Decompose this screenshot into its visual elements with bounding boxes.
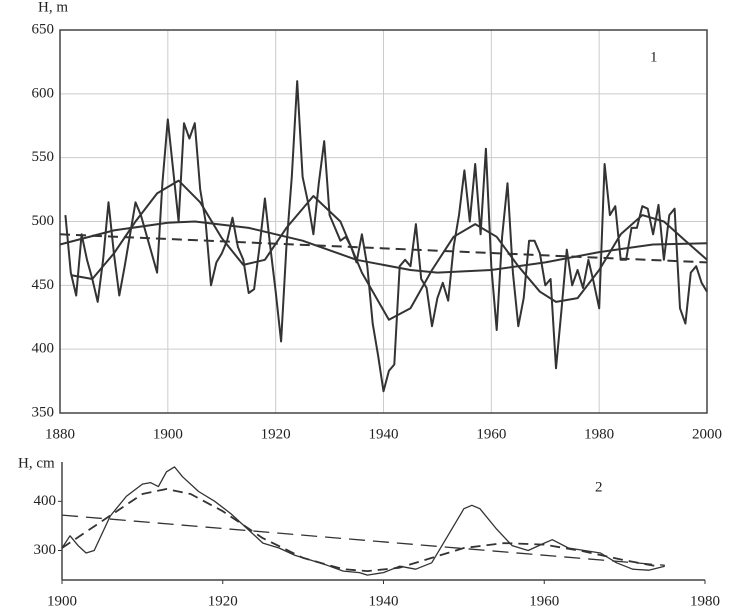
y-tick-label: 600 (32, 85, 55, 101)
data-line (59, 220, 708, 274)
data-line (59, 233, 708, 264)
y-tick-label: 550 (32, 149, 55, 165)
x-tick-label: 1920 (261, 426, 291, 442)
data-line (70, 179, 708, 321)
y-tick-label: 450 (32, 277, 55, 293)
panel-label: 2 (595, 479, 603, 495)
y-tick-label: 400 (34, 493, 57, 509)
data-line (61, 466, 665, 576)
y-axis-label: H, cm (18, 455, 55, 471)
data-line (64, 80, 708, 393)
y-tick-label: 650 (32, 21, 55, 37)
x-tick-label: 1960 (529, 593, 559, 609)
x-tick-label: 1880 (45, 426, 75, 442)
y-axis-label: H, m (38, 0, 68, 15)
x-tick-label: 1940 (369, 426, 399, 442)
y-tick-label: 500 (32, 213, 55, 229)
data-line (61, 488, 657, 572)
panel-label: 1 (650, 49, 658, 65)
x-tick-label: 1940 (369, 593, 399, 609)
x-tick-label: 1980 (690, 593, 720, 609)
y-tick-label: 300 (34, 542, 57, 558)
x-tick-label: 1900 (153, 426, 183, 442)
x-tick-label: 1980 (584, 426, 614, 442)
y-tick-label: 400 (32, 341, 55, 357)
x-tick-label: 1900 (47, 593, 77, 609)
data-line (61, 514, 665, 566)
plot-frame (59, 29, 708, 414)
y-tick-label: 350 (32, 404, 55, 420)
x-tick-label: 1960 (476, 426, 506, 442)
x-tick-label: 1920 (208, 593, 238, 609)
x-tick-label: 2000 (692, 426, 722, 442)
